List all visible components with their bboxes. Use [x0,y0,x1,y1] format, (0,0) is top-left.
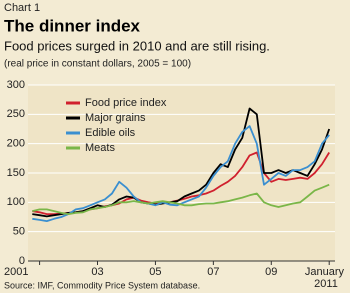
source: Source: IMF, Commodity Price System data… [4,280,200,290]
chart-label: Chart 1 [4,2,40,14]
legend-label: Food price index [85,97,167,109]
x-tick-label: 05 [149,266,161,278]
y-tick-label: 300 [7,79,25,91]
y-tick-label: 100 [7,196,25,208]
legend-label: Meats [85,142,115,154]
x-tick-label: 03 [91,266,103,278]
chart-note: (real price in constant dollars, 2005 = … [4,59,191,70]
x-tick-label: January 2011 [305,266,347,290]
series-line [32,107,331,218]
legend-label: Edible oils [85,127,136,139]
y-tick-label: 0 [19,255,25,267]
chart-title: The dinner index [4,16,141,35]
y-tick-label: 200 [7,138,25,150]
y-tick-label: 250 [7,108,25,120]
series-line [32,183,330,215]
legend-label: Major grains [85,112,146,124]
chart-subtitle: Food prices surged in 2010 and are still… [4,38,270,53]
y-tick-label: 50 [13,226,25,238]
x-tick-label: 07 [207,266,219,278]
x-tick-label: 2001 [4,266,28,278]
x-tick-label: 09 [265,266,277,278]
y-tick-label: 150 [7,167,25,179]
